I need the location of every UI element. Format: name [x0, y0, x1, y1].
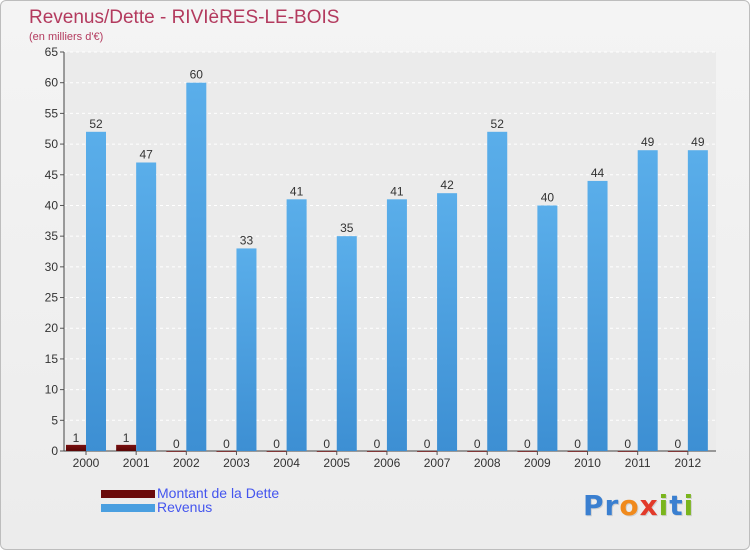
bar-revenus: [286, 199, 307, 451]
y-tick-label: 5: [51, 413, 58, 427]
logo-letter: t: [669, 489, 684, 522]
y-tick-label: 15: [45, 352, 59, 366]
y-tick-label: 65: [45, 45, 59, 59]
data-label-dette: 0: [474, 437, 481, 451]
y-tick-label: 25: [45, 291, 59, 305]
bar-dette: [366, 451, 387, 452]
data-label-revenus: 40: [541, 190, 555, 204]
logo-letter: P: [583, 489, 605, 522]
data-label-dette: 1: [123, 431, 130, 445]
x-tick-label: 2007: [424, 456, 451, 470]
bar-revenus: [487, 131, 508, 452]
y-tick-label: 20: [45, 321, 59, 335]
y-tick-label: 10: [45, 383, 59, 397]
data-label-revenus: 35: [340, 221, 354, 235]
y-tick-label: 45: [45, 168, 59, 182]
bar-dette: [567, 451, 588, 452]
y-tick-label: 30: [45, 260, 59, 274]
bar-revenus: [537, 205, 558, 451]
data-label-dette: 0: [524, 437, 531, 451]
data-label-dette: 0: [323, 437, 330, 451]
data-label-dette: 0: [223, 437, 230, 451]
x-tick-label: 2009: [524, 456, 551, 470]
y-tick-label: 50: [45, 137, 59, 151]
y-tick-label: 35: [45, 229, 59, 243]
y-tick-label: 0: [51, 444, 58, 458]
data-label-dette: 0: [374, 437, 381, 451]
bar-revenus: [136, 162, 157, 451]
data-label-revenus: 42: [440, 178, 454, 192]
data-label-dette: 0: [173, 437, 180, 451]
bar-dette: [316, 451, 337, 452]
data-label-revenus: 52: [491, 117, 505, 131]
logo-letter: o: [619, 489, 640, 522]
bar-dette: [216, 451, 237, 452]
data-label-revenus: 41: [390, 184, 404, 198]
bar-dette: [166, 451, 187, 452]
bar-dette: [517, 451, 538, 452]
bar-revenus: [186, 82, 207, 451]
bar-revenus: [437, 193, 458, 451]
x-tick-label: 2004: [273, 456, 300, 470]
chart-title: Revenus/Dette - RIVIèRES-LE-BOIS: [29, 7, 340, 28]
data-label-revenus: 60: [190, 68, 204, 82]
bar-dette: [266, 451, 287, 452]
chart-subtitle: (en milliers d'€): [29, 31, 104, 43]
data-label-revenus: 49: [641, 135, 655, 149]
legend-label-dette: Montant de la Dette: [157, 485, 280, 501]
x-tick-label: 2001: [123, 456, 150, 470]
x-tick-label: 2000: [73, 456, 100, 470]
data-label-revenus: 47: [139, 147, 153, 161]
x-tick-label: 2002: [173, 456, 200, 470]
logo-letter: i: [683, 489, 695, 522]
x-tick-label: 2006: [374, 456, 401, 470]
logo-letter: r: [604, 489, 620, 522]
data-label-revenus: 52: [89, 117, 103, 131]
y-tick-label: 40: [45, 198, 59, 212]
bar-revenus: [336, 236, 357, 451]
bar-dette: [116, 444, 137, 451]
bar-dette: [417, 451, 438, 452]
legend-swatch-dette: [101, 490, 155, 498]
bar-revenus: [637, 150, 658, 451]
x-tick-label: 2012: [674, 456, 701, 470]
data-label-revenus: 49: [691, 135, 705, 149]
bar-dette: [467, 451, 488, 452]
bar-revenus: [86, 131, 106, 452]
bar-revenus: [386, 199, 407, 451]
data-label-revenus: 33: [240, 233, 254, 247]
bar-revenus: [236, 248, 257, 451]
y-tick-label: 55: [45, 106, 59, 120]
x-tick-label: 2003: [223, 456, 250, 470]
bar-revenus: [687, 150, 708, 451]
bar-dette: [617, 451, 638, 452]
x-tick-label: 2010: [574, 456, 601, 470]
data-label-dette: 1: [73, 431, 80, 445]
data-label-revenus: 44: [591, 166, 605, 180]
proxiti-logo: Proxiti: [583, 489, 694, 522]
data-label-dette: 0: [574, 437, 581, 451]
data-label-dette: 0: [624, 437, 631, 451]
logo-letter: x: [639, 489, 659, 522]
bar-dette: [667, 451, 688, 452]
bar-revenus: [587, 180, 608, 451]
data-label-dette: 0: [424, 437, 431, 451]
x-tick-label: 2005: [323, 456, 350, 470]
bar-dette: [66, 444, 86, 451]
data-label-revenus: 41: [290, 184, 304, 198]
logo-letter: i: [658, 489, 670, 522]
legend-label-revenus: Revenus: [157, 499, 213, 515]
legend-swatch-revenus: [101, 504, 155, 512]
y-tick-label: 60: [45, 76, 59, 90]
data-label-dette: 0: [273, 437, 280, 451]
data-label-dette: 0: [675, 437, 682, 451]
x-tick-label: 2008: [474, 456, 501, 470]
x-tick-label: 2011: [625, 456, 651, 470]
